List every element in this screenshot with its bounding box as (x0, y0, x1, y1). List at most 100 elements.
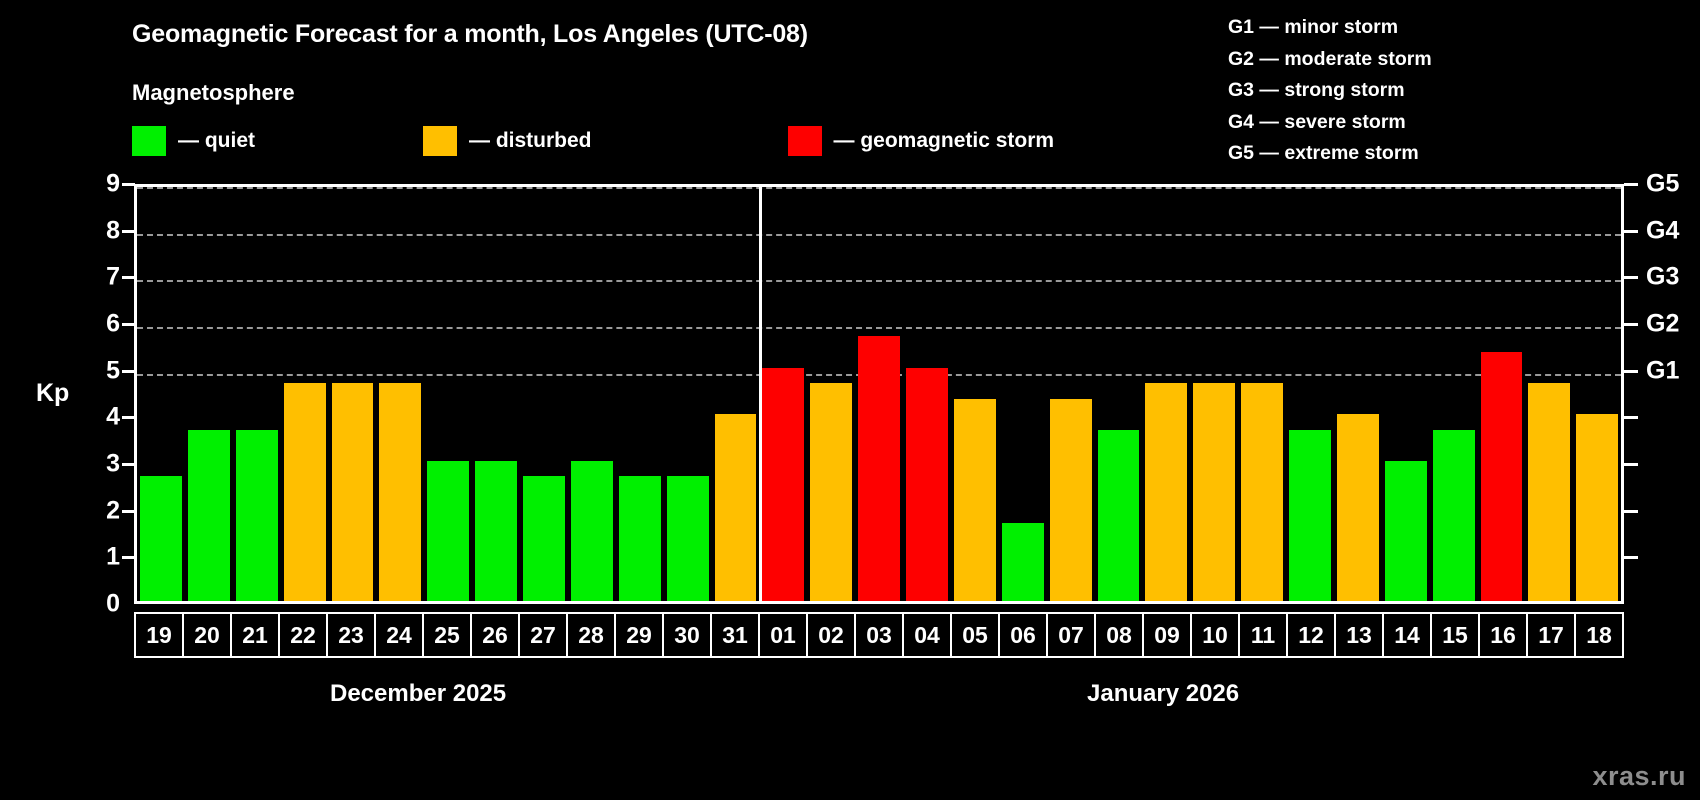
day-label-20[interactable]: 20 (184, 614, 232, 656)
bar-19[interactable] (140, 476, 182, 601)
bar-28[interactable] (570, 461, 613, 601)
g-axis-label-G5: G5 (1646, 169, 1680, 198)
g-scale-row-4: G4 — severe storm (1228, 110, 1406, 133)
bar-01[interactable] (762, 367, 805, 601)
bar-26[interactable] (475, 461, 517, 601)
bar-27[interactable] (523, 476, 565, 601)
day-label-05[interactable]: 05 (952, 614, 1000, 656)
bar-08[interactable] (1097, 429, 1140, 601)
g-tick-G4 (1624, 229, 1638, 233)
bar-cell-12 (1286, 187, 1334, 601)
bar-13[interactable] (1336, 414, 1379, 601)
bar-cell-25 (424, 187, 472, 601)
day-label-04[interactable]: 04 (904, 614, 952, 656)
day-label-12[interactable]: 12 (1288, 614, 1336, 656)
day-label-13[interactable]: 13 (1336, 614, 1384, 656)
day-label-19[interactable]: 19 (136, 614, 184, 656)
bar-31[interactable] (714, 414, 757, 601)
day-label-26[interactable]: 26 (472, 614, 520, 656)
bar-15[interactable] (1432, 429, 1475, 601)
day-label-30[interactable]: 30 (664, 614, 712, 656)
y-axis-title: Kp (36, 379, 70, 407)
bar-22[interactable] (283, 383, 326, 601)
bar-12[interactable] (1289, 429, 1331, 601)
watermark: xras.ru (1592, 761, 1686, 791)
legend-label-disturbed: — disturbed (469, 129, 592, 152)
bar-11[interactable] (1241, 383, 1283, 601)
day-label-07[interactable]: 07 (1048, 614, 1096, 656)
day-label-11[interactable]: 11 (1240, 614, 1288, 656)
bar-20[interactable] (187, 429, 230, 601)
g-scale-row-2: G2 — moderate storm (1228, 47, 1432, 70)
y-tick-label-0: 0 (106, 589, 120, 618)
bar-cell-13 (1334, 187, 1382, 601)
bar-03[interactable] (858, 336, 900, 601)
g-minor-tick-kp-3 (1624, 463, 1638, 466)
day-label-22[interactable]: 22 (280, 614, 328, 656)
legend-entry-storm: — geomagnetic storm (787, 126, 1054, 156)
bar-series (137, 187, 1621, 601)
legend-swatch-disturbed (423, 126, 457, 156)
bar-cell-09 (1142, 187, 1190, 601)
bar-10[interactable] (1193, 383, 1236, 601)
y-axis-ticks (122, 183, 135, 604)
g-minor-tick-kp-2 (1624, 509, 1638, 513)
day-label-24[interactable]: 24 (376, 614, 424, 656)
bar-cell-07 (1047, 187, 1095, 601)
bar-cell-27 (520, 187, 568, 601)
bar-cell-16 (1478, 187, 1526, 601)
y-tick-label-1: 1 (106, 542, 120, 571)
y-tick-4 (122, 416, 135, 420)
bar-21[interactable] (235, 429, 278, 601)
bar-17[interactable] (1528, 383, 1571, 601)
day-label-21[interactable]: 21 (232, 614, 280, 656)
day-label-08[interactable]: 08 (1096, 614, 1144, 656)
g-scale-row-3: G3 — strong storm (1228, 79, 1405, 101)
y-tick-5 (122, 369, 135, 373)
day-label-28[interactable]: 28 (568, 614, 616, 656)
day-label-17[interactable]: 17 (1528, 614, 1576, 656)
day-label-25[interactable]: 25 (424, 614, 472, 656)
month-caption-december: December 2025 (330, 680, 507, 707)
day-label-14[interactable]: 14 (1384, 614, 1432, 656)
bar-30[interactable] (666, 476, 709, 601)
bar-14[interactable] (1384, 461, 1427, 601)
day-label-01[interactable]: 01 (760, 614, 808, 656)
g-scale-row-5: G5 — extreme storm (1228, 142, 1419, 164)
day-label-09[interactable]: 09 (1144, 614, 1192, 656)
g-axis-label-G2: G2 (1646, 309, 1680, 338)
day-label-23[interactable]: 23 (328, 614, 376, 656)
bar-cell-20 (185, 187, 233, 601)
bar-24[interactable] (379, 383, 422, 601)
bar-16[interactable] (1480, 352, 1523, 601)
bar-18[interactable] (1576, 414, 1619, 601)
bar-23[interactable] (331, 383, 374, 601)
day-label-02[interactable]: 02 (808, 614, 856, 656)
bar-07[interactable] (1049, 398, 1092, 601)
day-label-16[interactable]: 16 (1480, 614, 1528, 656)
day-label-31[interactable]: 31 (712, 614, 760, 656)
y-tick-7 (122, 276, 135, 280)
bar-25[interactable] (427, 461, 470, 601)
day-label-18[interactable]: 18 (1576, 614, 1622, 656)
y-axis-labels: 0 1 2 3 4 5 6 7 8 9 (74, 170, 120, 618)
day-label-27[interactable]: 27 (520, 614, 568, 656)
bar-cell-30 (664, 187, 712, 601)
bar-05[interactable] (953, 398, 996, 601)
bar-02[interactable] (810, 383, 853, 601)
day-label-10[interactable]: 10 (1192, 614, 1240, 656)
page-title: Geomagnetic Forecast for a month, Los An… (132, 20, 808, 48)
bar-04[interactable] (906, 367, 948, 601)
bar-09[interactable] (1145, 383, 1188, 601)
g-axis-labels: G1 G2 G3 G4 G5 (1646, 170, 1700, 604)
day-label-06[interactable]: 06 (1000, 614, 1048, 656)
bar-cell-23 (329, 187, 377, 601)
y-tick-label-5: 5 (106, 356, 120, 385)
day-label-15[interactable]: 15 (1432, 614, 1480, 656)
day-label-29[interactable]: 29 (616, 614, 664, 656)
bar-cell-15 (1430, 187, 1478, 601)
y-tick-9 (122, 183, 135, 186)
bar-29[interactable] (618, 476, 661, 601)
day-label-03[interactable]: 03 (856, 614, 904, 656)
bar-06[interactable] (1001, 523, 1044, 601)
